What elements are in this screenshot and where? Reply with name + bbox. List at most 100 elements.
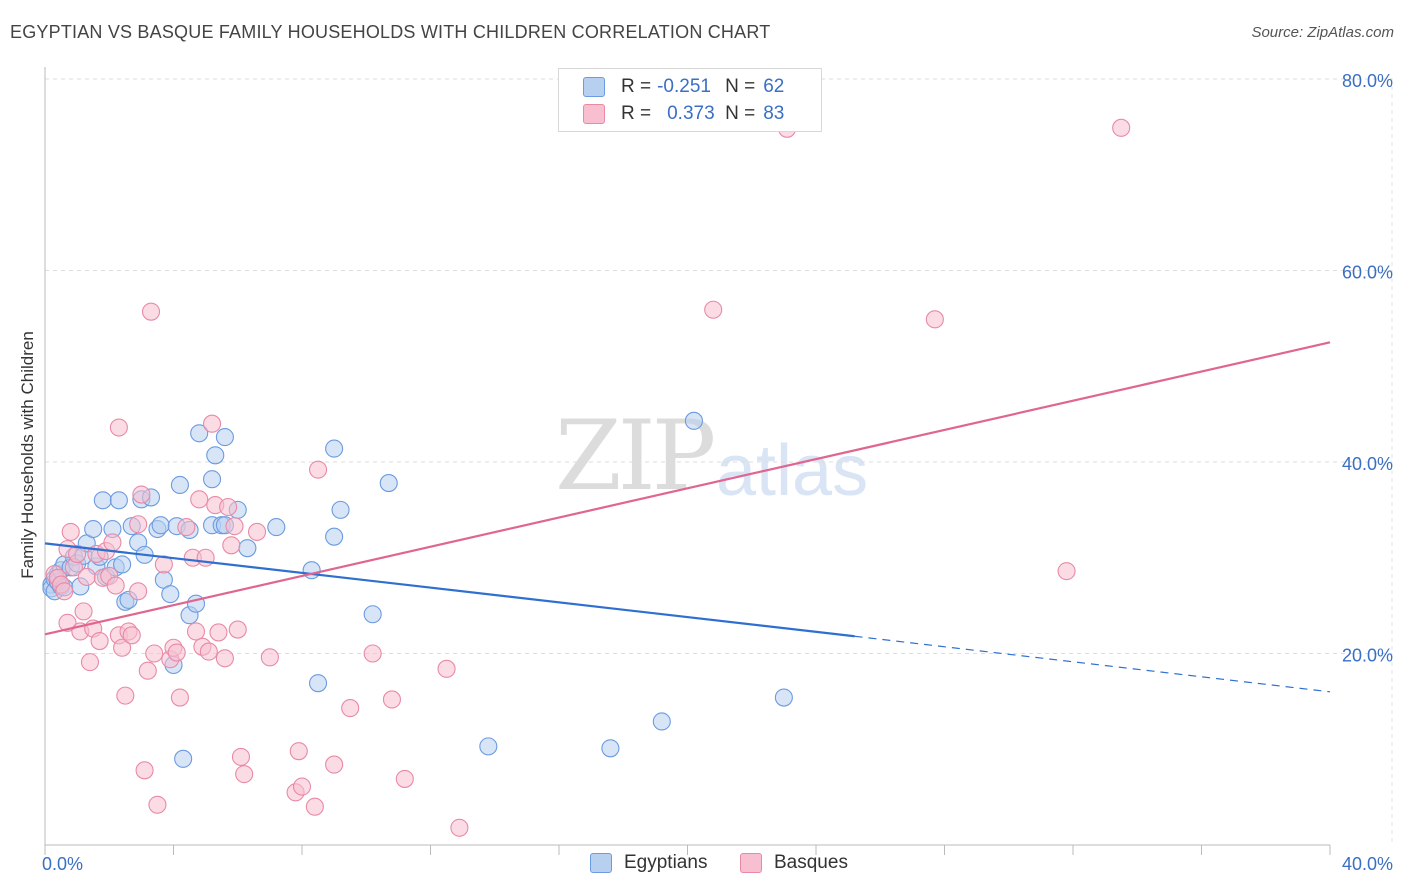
point-egyptians — [113, 555, 132, 574]
point-basques — [177, 518, 196, 537]
chart-title: EGYPTIAN VS BASQUE FAMILY HOUSEHOLDS WIT… — [10, 22, 771, 42]
point-basques — [135, 761, 154, 780]
point-egyptians — [170, 475, 189, 495]
point-basques — [80, 653, 100, 672]
point-egyptians — [84, 519, 103, 539]
point-basques — [1057, 562, 1076, 581]
point-egyptians — [774, 688, 793, 707]
point-basques — [247, 522, 267, 541]
point-basques — [395, 769, 414, 788]
legend-swatch-basques — [583, 104, 605, 124]
trend-lines — [44, 341, 1331, 693]
point-egyptians — [174, 749, 193, 768]
point-egyptians — [267, 518, 286, 537]
point-basques — [113, 638, 132, 657]
y-tick-label: 60.0% — [1342, 263, 1393, 283]
point-basques — [68, 544, 87, 563]
series-legend: Egyptians Basques — [0, 852, 1406, 878]
point-egyptians — [379, 474, 398, 493]
grid-lines — [45, 78, 1393, 845]
point-basques — [704, 300, 723, 319]
point-basques — [225, 517, 244, 536]
trend-extension-egyptians — [854, 635, 1331, 693]
point-basques — [203, 414, 222, 433]
point-basques — [138, 661, 157, 680]
point-egyptians — [325, 439, 344, 458]
axes — [44, 67, 1331, 855]
point-egyptians — [203, 470, 222, 489]
n-label: N = — [725, 76, 756, 97]
tick-labels: 20.0% 40.0% 60.0% 80.0% 0.0% 40.0% — [42, 71, 1393, 874]
r-label: R = — [621, 103, 652, 124]
n-value: 83 — [763, 103, 785, 124]
point-egyptians — [479, 737, 498, 756]
point-egyptians — [206, 446, 225, 465]
point-egyptians — [331, 500, 350, 519]
point-basques — [148, 795, 167, 814]
point-basques — [215, 649, 234, 668]
point-basques — [231, 747, 251, 766]
point-basques — [77, 567, 96, 586]
point-egyptians — [161, 585, 180, 604]
point-basques — [437, 659, 456, 678]
point-basques — [196, 548, 215, 567]
point-basques — [58, 613, 77, 632]
point-basques — [292, 777, 312, 796]
legend-swatch-basques — [740, 853, 762, 873]
point-basques — [289, 742, 308, 761]
r-label: R = — [621, 76, 652, 97]
point-basques — [90, 632, 109, 651]
y-tick-label: 20.0% — [1342, 646, 1393, 666]
point-basques — [116, 686, 135, 705]
point-basques — [309, 460, 328, 479]
point-egyptians — [190, 424, 209, 443]
point-basques — [199, 642, 218, 661]
r-value: 0.373 — [667, 103, 715, 124]
point-egyptians — [238, 539, 257, 558]
trend-line-egyptians — [44, 542, 855, 638]
point-basques — [145, 644, 164, 663]
watermark-atlas: atlas — [716, 431, 869, 511]
legend-swatch-egyptians — [590, 853, 612, 873]
source-label: Source: ZipAtlas.com — [1251, 24, 1394, 41]
point-basques — [109, 418, 128, 437]
correlation-legend: R = -0.251 N = 62 R = 0.373 N = 83 — [558, 68, 822, 132]
legend-item-egyptians[interactable]: Egyptians — [590, 852, 707, 874]
legend-row-basques: R = 0.373 N = 83 — [583, 102, 784, 126]
point-basques — [1112, 118, 1131, 137]
point-basques — [122, 626, 141, 645]
point-basques — [129, 515, 148, 534]
point-basques — [167, 643, 186, 662]
legend-swatch-egyptians — [583, 77, 605, 97]
legend-item-basques[interactable]: Basques — [740, 852, 848, 874]
point-basques — [141, 302, 161, 321]
r-value: -0.251 — [657, 76, 711, 97]
point-egyptians — [652, 712, 671, 731]
point-basques — [170, 688, 189, 707]
point-basques — [382, 690, 402, 709]
point-basques — [450, 818, 469, 837]
point-basques — [363, 644, 382, 663]
trend-line-basques — [44, 341, 1331, 636]
n-label: N = — [725, 103, 756, 124]
point-egyptians — [309, 674, 328, 693]
point-basques — [235, 765, 254, 784]
point-basques — [925, 310, 944, 329]
point-basques — [222, 536, 241, 555]
point-basques — [260, 648, 279, 667]
point-basques — [209, 623, 228, 642]
point-basques — [106, 576, 125, 595]
point-egyptians — [151, 516, 170, 535]
x-tick-label-max: 40.0% — [1342, 854, 1393, 874]
point-egyptians — [215, 428, 234, 447]
point-basques — [55, 582, 74, 601]
point-egyptians — [363, 605, 382, 624]
y-tick-label: 40.0% — [1342, 454, 1393, 474]
point-basques — [129, 582, 148, 601]
legend-row-egyptians: R = -0.251 N = 62 — [583, 75, 784, 99]
legend-label-basques: Basques — [774, 852, 848, 873]
point-basques — [341, 699, 360, 718]
point-egyptians — [93, 491, 112, 510]
data-points — [42, 118, 1131, 837]
